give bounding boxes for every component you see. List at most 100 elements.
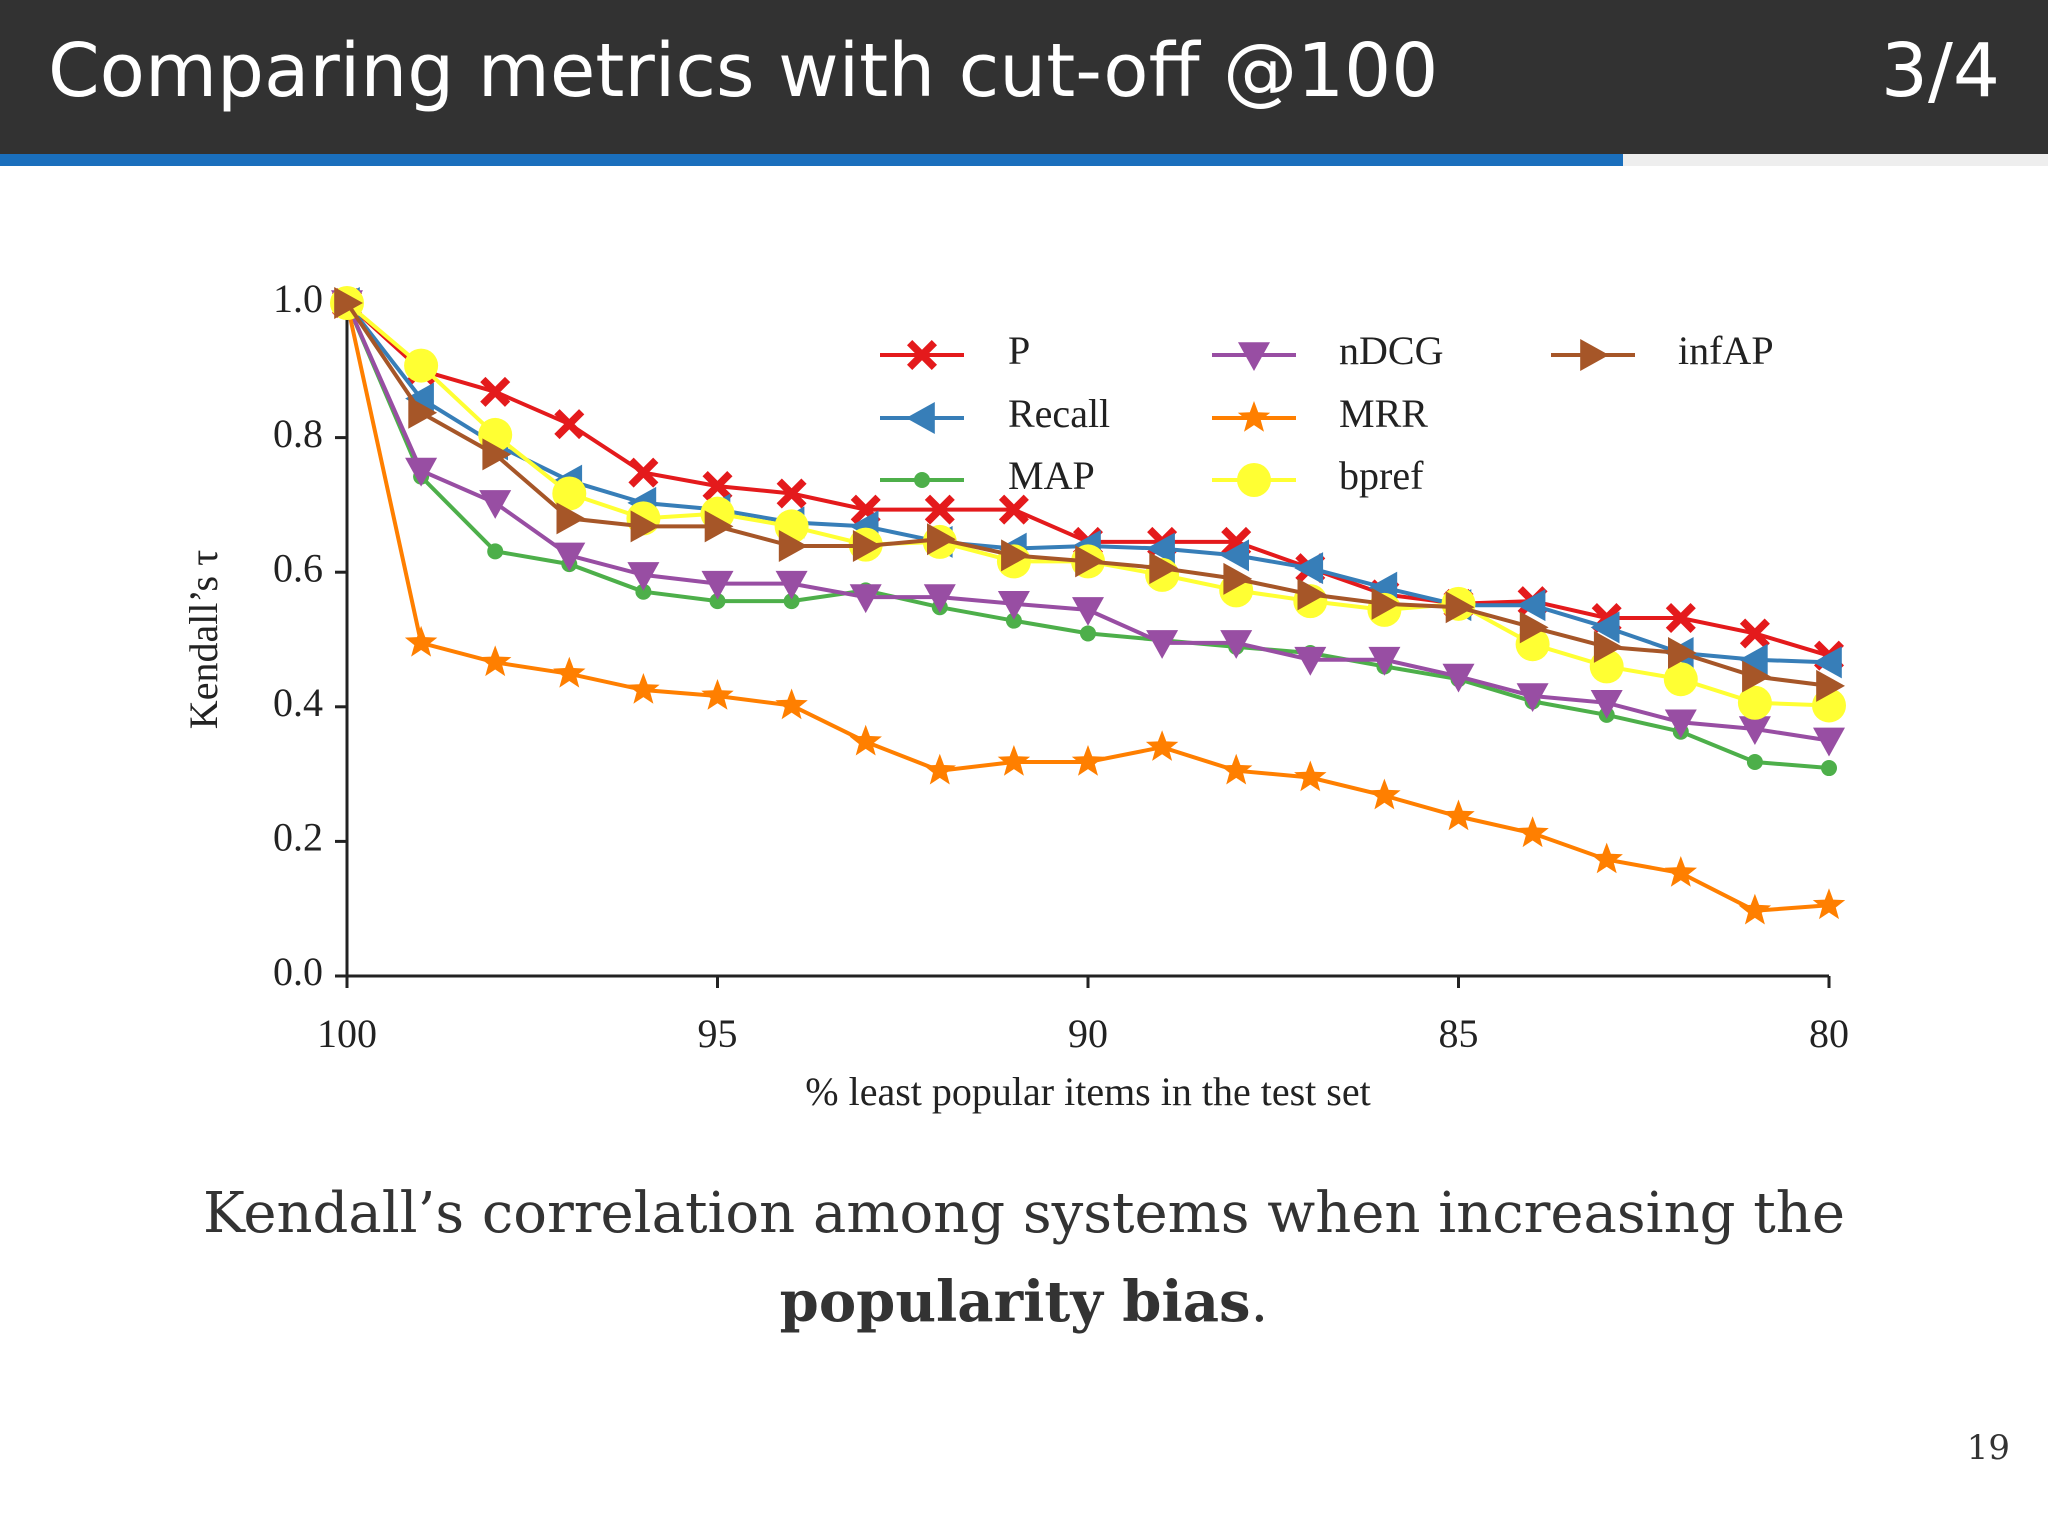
marker [1072, 597, 1104, 626]
marker [1368, 778, 1401, 810]
marker [635, 583, 652, 600]
legend-label: infAP [1678, 328, 1774, 373]
marker [628, 457, 659, 488]
marker [783, 593, 800, 610]
marker [554, 409, 585, 440]
legend-label: MAP [1008, 453, 1095, 498]
marker [924, 494, 955, 525]
marker [404, 625, 438, 657]
legend-label: Recall [1008, 391, 1110, 436]
marker [1813, 646, 1842, 679]
marker [1146, 532, 1175, 565]
marker [405, 457, 438, 487]
marker [1294, 760, 1327, 792]
marker [1516, 589, 1546, 622]
marker [1816, 669, 1845, 702]
marker [1149, 552, 1179, 585]
marker [704, 510, 734, 543]
marker [997, 745, 1031, 776]
marker [1294, 552, 1324, 585]
marker [1668, 636, 1697, 669]
marker [1813, 727, 1845, 757]
y-tick-label: 0.2 [273, 815, 323, 860]
marker [1590, 689, 1623, 719]
y-tick-label: 0.4 [273, 680, 323, 725]
y-tick-label: 0.6 [273, 545, 323, 590]
marker [701, 679, 734, 710]
marker [627, 562, 660, 591]
caption-bold: popularity bias [779, 1269, 1251, 1335]
slide-title: Comparing metrics with cut-off @100 [48, 28, 1439, 114]
marker [1812, 888, 1846, 920]
marker [627, 673, 660, 704]
marker [1075, 545, 1104, 578]
caption: Kendall’s correlation among systems when… [0, 1170, 2048, 1347]
marker [334, 287, 363, 319]
marker [1238, 342, 1270, 371]
marker [1519, 611, 1549, 644]
marker [775, 688, 808, 720]
marker [479, 645, 512, 677]
marker [1516, 683, 1549, 713]
marker [778, 529, 808, 562]
marker [701, 570, 734, 600]
marker [553, 656, 586, 688]
marker [480, 376, 511, 407]
marker [1663, 662, 1698, 697]
marker [906, 402, 935, 434]
marker [1664, 856, 1697, 887]
marker [404, 348, 439, 383]
marker [1220, 753, 1253, 785]
marker [1738, 716, 1771, 746]
marker [1146, 630, 1179, 659]
marker [1593, 630, 1623, 663]
legend-label: MRR [1339, 391, 1428, 436]
marker [479, 490, 512, 519]
legend-label: P [1008, 328, 1030, 373]
marker [1821, 760, 1837, 777]
series [334, 287, 1845, 702]
x-tick-label: 85 [1439, 1011, 1479, 1056]
marker [1220, 630, 1253, 659]
marker [1739, 618, 1770, 649]
marker [405, 382, 434, 415]
marker [923, 753, 956, 785]
caption-text: Kendall’s correlation among systems when… [202, 1181, 1846, 1246]
marker [775, 570, 808, 600]
y-tick-label: 0.0 [273, 949, 323, 994]
header: Comparing metrics with cut-off @100 3/4 [0, 0, 2048, 154]
x-tick-label: 95 [698, 1011, 738, 1056]
marker [849, 724, 882, 756]
marker [1590, 611, 1620, 644]
marker [1237, 401, 1271, 432]
marker [849, 584, 882, 614]
marker [1071, 745, 1105, 776]
marker [1738, 893, 1772, 925]
marker [907, 340, 937, 370]
page-number: 19 [1966, 1428, 2010, 1468]
marker [852, 529, 882, 562]
marker [1442, 663, 1475, 693]
marker [1371, 587, 1401, 620]
marker [998, 494, 1029, 525]
marker [702, 471, 733, 502]
legend-label: nDCG [1339, 328, 1443, 373]
marker [1080, 625, 1096, 642]
marker [1001, 539, 1030, 572]
marker [1737, 685, 1772, 720]
marker [1368, 646, 1401, 676]
marker [927, 523, 956, 556]
marker [709, 593, 726, 610]
marker [487, 543, 504, 560]
y-tick-label: 0.8 [273, 411, 323, 456]
progress-bar [0, 154, 2048, 166]
marker [1220, 539, 1249, 572]
marker [482, 438, 512, 471]
marker [1294, 646, 1327, 676]
marker [914, 472, 930, 488]
marker [1664, 709, 1697, 739]
marker [556, 502, 586, 535]
marker [1580, 339, 1609, 371]
marker [1297, 578, 1327, 611]
